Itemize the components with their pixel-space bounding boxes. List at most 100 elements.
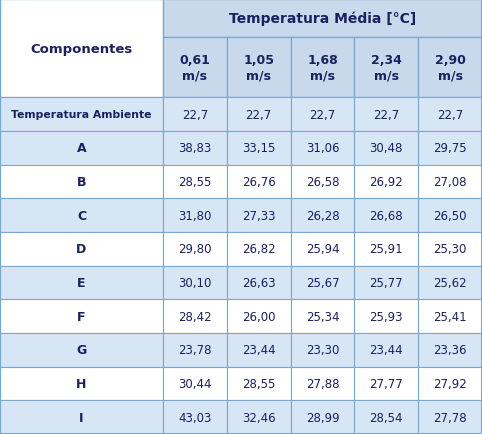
Bar: [418, 233, 482, 266]
Bar: [291, 266, 354, 299]
Text: 2,34
m/s: 2,34 m/s: [371, 54, 402, 82]
Bar: [418, 401, 482, 434]
Text: 30,10: 30,10: [178, 276, 212, 289]
Bar: [291, 132, 354, 165]
Text: 25,94: 25,94: [306, 243, 339, 256]
Bar: [291, 98, 354, 132]
Text: 28,55: 28,55: [242, 377, 275, 390]
Text: 25,41: 25,41: [433, 310, 467, 323]
Bar: [0, 266, 163, 299]
Text: 22,7: 22,7: [245, 108, 272, 122]
Bar: [291, 233, 354, 266]
Bar: [0, 367, 163, 401]
Bar: [0, 0, 163, 98]
Bar: [0, 98, 163, 132]
Text: 1,68
m/s: 1,68 m/s: [307, 54, 338, 82]
Bar: [227, 367, 291, 401]
Bar: [227, 401, 291, 434]
Bar: [291, 165, 354, 199]
Text: Temperatura Média [°C]: Temperatura Média [°C]: [229, 12, 416, 26]
Text: 23,78: 23,78: [178, 344, 212, 356]
Bar: [354, 132, 418, 165]
Bar: [354, 299, 418, 333]
Text: C: C: [77, 209, 86, 222]
Text: 25,91: 25,91: [370, 243, 403, 256]
Bar: [418, 132, 482, 165]
Text: 31,80: 31,80: [178, 209, 212, 222]
Text: 23,30: 23,30: [306, 344, 339, 356]
Bar: [0, 401, 163, 434]
Bar: [163, 333, 227, 367]
Text: 30,48: 30,48: [370, 142, 403, 155]
Bar: [227, 98, 291, 132]
Text: Componentes: Componentes: [30, 43, 133, 56]
Bar: [354, 199, 418, 233]
Bar: [354, 233, 418, 266]
Text: 27,88: 27,88: [306, 377, 339, 390]
Bar: [163, 132, 227, 165]
Text: 28,42: 28,42: [178, 310, 212, 323]
Bar: [227, 38, 291, 98]
Bar: [354, 333, 418, 367]
Text: 26,58: 26,58: [306, 176, 339, 188]
Text: 26,00: 26,00: [242, 310, 275, 323]
Bar: [418, 199, 482, 233]
Text: 27,78: 27,78: [433, 411, 467, 424]
Text: 26,28: 26,28: [306, 209, 339, 222]
Text: 22,7: 22,7: [437, 108, 463, 122]
Text: 2,90
m/s: 2,90 m/s: [435, 54, 466, 82]
Text: 27,77: 27,77: [369, 377, 403, 390]
Text: 29,75: 29,75: [433, 142, 467, 155]
Text: 43,03: 43,03: [178, 411, 212, 424]
Bar: [0, 132, 163, 165]
Bar: [418, 367, 482, 401]
Text: 33,15: 33,15: [242, 142, 275, 155]
Text: 28,55: 28,55: [178, 176, 212, 188]
Bar: [0, 165, 163, 199]
Bar: [163, 233, 227, 266]
Text: 26,92: 26,92: [369, 176, 403, 188]
Bar: [163, 199, 227, 233]
Bar: [418, 165, 482, 199]
Text: Temperatura Ambiente: Temperatura Ambiente: [11, 110, 152, 120]
Text: 1,05
m/s: 1,05 m/s: [243, 54, 274, 82]
Text: 26,68: 26,68: [370, 209, 403, 222]
Bar: [227, 266, 291, 299]
Bar: [418, 38, 482, 98]
Text: 0,61
m/s: 0,61 m/s: [179, 54, 210, 82]
Bar: [163, 0, 482, 38]
Text: 27,08: 27,08: [433, 176, 467, 188]
Text: 25,67: 25,67: [306, 276, 339, 289]
Text: I: I: [79, 411, 84, 424]
Text: 25,93: 25,93: [370, 310, 403, 323]
Text: 26,63: 26,63: [242, 276, 275, 289]
Bar: [291, 333, 354, 367]
Bar: [163, 165, 227, 199]
Text: 22,7: 22,7: [182, 108, 208, 122]
Bar: [227, 132, 291, 165]
Text: D: D: [76, 243, 87, 256]
Text: 28,54: 28,54: [370, 411, 403, 424]
Bar: [163, 266, 227, 299]
Bar: [0, 333, 163, 367]
Text: 27,92: 27,92: [433, 377, 467, 390]
Text: 27,33: 27,33: [242, 209, 275, 222]
Text: 22,7: 22,7: [309, 108, 335, 122]
Bar: [291, 299, 354, 333]
Text: 22,7: 22,7: [373, 108, 400, 122]
Text: 28,99: 28,99: [306, 411, 339, 424]
Bar: [291, 401, 354, 434]
Bar: [354, 38, 418, 98]
Text: 25,77: 25,77: [370, 276, 403, 289]
Text: F: F: [77, 310, 86, 323]
Text: 31,06: 31,06: [306, 142, 339, 155]
Bar: [418, 266, 482, 299]
Bar: [227, 199, 291, 233]
Bar: [354, 98, 418, 132]
Bar: [418, 98, 482, 132]
Text: 26,82: 26,82: [242, 243, 275, 256]
Text: E: E: [77, 276, 86, 289]
Text: H: H: [76, 377, 87, 390]
Text: 25,34: 25,34: [306, 310, 339, 323]
Text: 26,50: 26,50: [433, 209, 467, 222]
